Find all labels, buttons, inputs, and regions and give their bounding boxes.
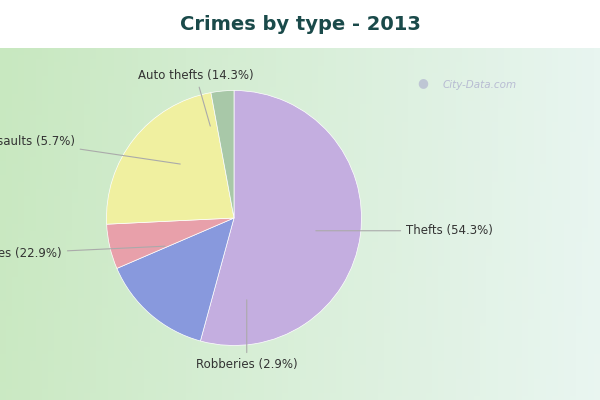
Wedge shape <box>107 93 234 224</box>
Wedge shape <box>200 90 361 346</box>
Text: Assaults (5.7%): Assaults (5.7%) <box>0 135 180 164</box>
Wedge shape <box>117 218 234 341</box>
Text: Crimes by type - 2013: Crimes by type - 2013 <box>179 14 421 34</box>
Text: Thefts (54.3%): Thefts (54.3%) <box>316 224 493 237</box>
Text: Burglaries (22.9%): Burglaries (22.9%) <box>0 246 165 260</box>
Text: Robberies (2.9%): Robberies (2.9%) <box>196 300 298 371</box>
Text: City-Data.com: City-Data.com <box>443 80 517 90</box>
Text: Auto thefts (14.3%): Auto thefts (14.3%) <box>138 69 254 126</box>
Wedge shape <box>107 218 234 268</box>
Wedge shape <box>211 90 234 218</box>
Text: ●: ● <box>418 76 428 89</box>
